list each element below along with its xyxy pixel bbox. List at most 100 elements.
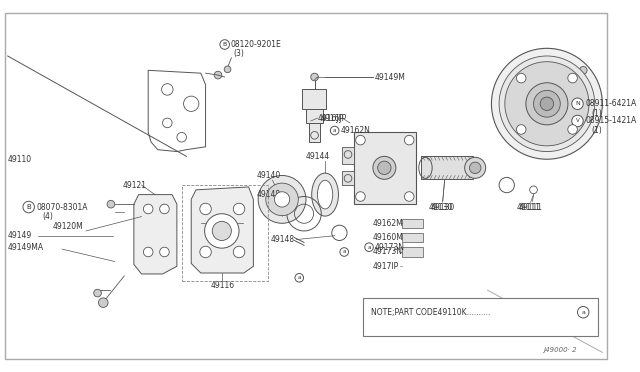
Text: 49140: 49140 <box>256 171 280 180</box>
Circle shape <box>568 73 577 83</box>
Polygon shape <box>191 187 253 273</box>
Circle shape <box>224 66 231 73</box>
Text: 08120-9201E: 08120-9201E <box>230 40 281 49</box>
Text: a: a <box>367 245 371 250</box>
Text: 49148: 49148 <box>271 235 294 244</box>
Circle shape <box>93 289 101 297</box>
Circle shape <box>579 67 587 74</box>
Polygon shape <box>134 195 177 274</box>
Text: 08915-1421A: 08915-1421A <box>585 116 636 125</box>
Text: 49173N: 49173N <box>373 247 403 256</box>
Circle shape <box>516 125 526 134</box>
Text: V: V <box>575 119 579 124</box>
Circle shape <box>579 79 587 87</box>
Text: 4917IP: 4917IP <box>373 262 399 271</box>
Circle shape <box>143 247 153 257</box>
Text: 49162N: 49162N <box>340 126 371 135</box>
Text: 49121: 49121 <box>122 180 147 190</box>
Circle shape <box>378 161 391 174</box>
Circle shape <box>365 243 373 251</box>
Circle shape <box>534 90 560 117</box>
Ellipse shape <box>312 173 339 216</box>
Bar <box>342 147 354 164</box>
Circle shape <box>340 248 349 256</box>
Text: 08070-8301A: 08070-8301A <box>36 202 88 212</box>
Circle shape <box>540 97 554 110</box>
Text: NOTE;PART CODE49110K..........: NOTE;PART CODE49110K.......... <box>371 308 490 317</box>
Circle shape <box>330 126 339 135</box>
Bar <box>342 171 354 185</box>
Text: 49148: 49148 <box>256 190 280 199</box>
Circle shape <box>258 176 306 223</box>
Circle shape <box>99 298 108 307</box>
Text: 08911-6421A: 08911-6421A <box>585 99 636 108</box>
Circle shape <box>159 247 169 257</box>
Text: J49000· 2: J49000· 2 <box>543 347 577 353</box>
Circle shape <box>505 62 589 146</box>
Bar <box>354 132 416 204</box>
Circle shape <box>356 135 365 145</box>
Circle shape <box>107 201 115 208</box>
Bar <box>401 247 422 257</box>
Text: 49116: 49116 <box>211 281 234 290</box>
Text: 4916JP: 4916JP <box>320 113 346 123</box>
Circle shape <box>220 40 230 49</box>
Circle shape <box>234 203 244 215</box>
Bar <box>401 233 422 243</box>
Text: a: a <box>298 275 301 280</box>
Circle shape <box>499 56 595 151</box>
Circle shape <box>295 273 303 282</box>
Text: 49111: 49111 <box>516 202 540 212</box>
Circle shape <box>200 246 211 258</box>
Circle shape <box>200 203 211 215</box>
Circle shape <box>159 204 169 214</box>
Text: B: B <box>223 42 227 47</box>
Text: 49144: 49144 <box>306 152 330 161</box>
Circle shape <box>23 201 35 213</box>
Text: a: a <box>581 310 585 315</box>
Ellipse shape <box>317 180 333 209</box>
Circle shape <box>404 192 414 201</box>
Text: (4): (4) <box>42 212 53 221</box>
Text: 49149MA: 49149MA <box>8 243 44 252</box>
Circle shape <box>205 214 239 248</box>
Circle shape <box>470 162 481 174</box>
Text: 49111: 49111 <box>518 202 542 212</box>
Bar <box>364 298 598 336</box>
Text: 49110: 49110 <box>8 155 32 164</box>
Text: 49149M: 49149M <box>375 73 406 81</box>
Circle shape <box>214 71 222 79</box>
Circle shape <box>577 307 589 318</box>
Circle shape <box>143 204 153 214</box>
Bar <box>306 109 323 123</box>
Circle shape <box>516 73 526 83</box>
Circle shape <box>356 192 365 201</box>
Text: (3): (3) <box>234 49 244 58</box>
Circle shape <box>275 192 290 207</box>
Bar <box>182 185 268 280</box>
Text: (1): (1) <box>592 126 603 135</box>
Circle shape <box>266 183 298 216</box>
Circle shape <box>404 135 414 145</box>
Text: 49130: 49130 <box>430 202 454 212</box>
Text: 49149: 49149 <box>8 231 32 240</box>
Bar <box>401 218 422 228</box>
Text: a: a <box>333 128 337 133</box>
Circle shape <box>212 221 232 241</box>
Circle shape <box>373 156 396 179</box>
Bar <box>302 89 326 109</box>
Text: (1): (1) <box>592 109 603 118</box>
Text: a: a <box>342 250 346 254</box>
Circle shape <box>572 98 583 109</box>
Text: 49173N: 49173N <box>375 243 404 252</box>
Text: 4916JP: 4916JP <box>317 113 344 123</box>
Circle shape <box>492 48 602 159</box>
Circle shape <box>572 115 583 127</box>
Bar <box>420 156 473 179</box>
Circle shape <box>568 125 577 134</box>
Text: 49120M: 49120M <box>52 222 83 231</box>
Circle shape <box>234 246 244 258</box>
Text: N: N <box>575 101 580 106</box>
Text: 49160M: 49160M <box>373 233 404 242</box>
Circle shape <box>465 157 486 178</box>
